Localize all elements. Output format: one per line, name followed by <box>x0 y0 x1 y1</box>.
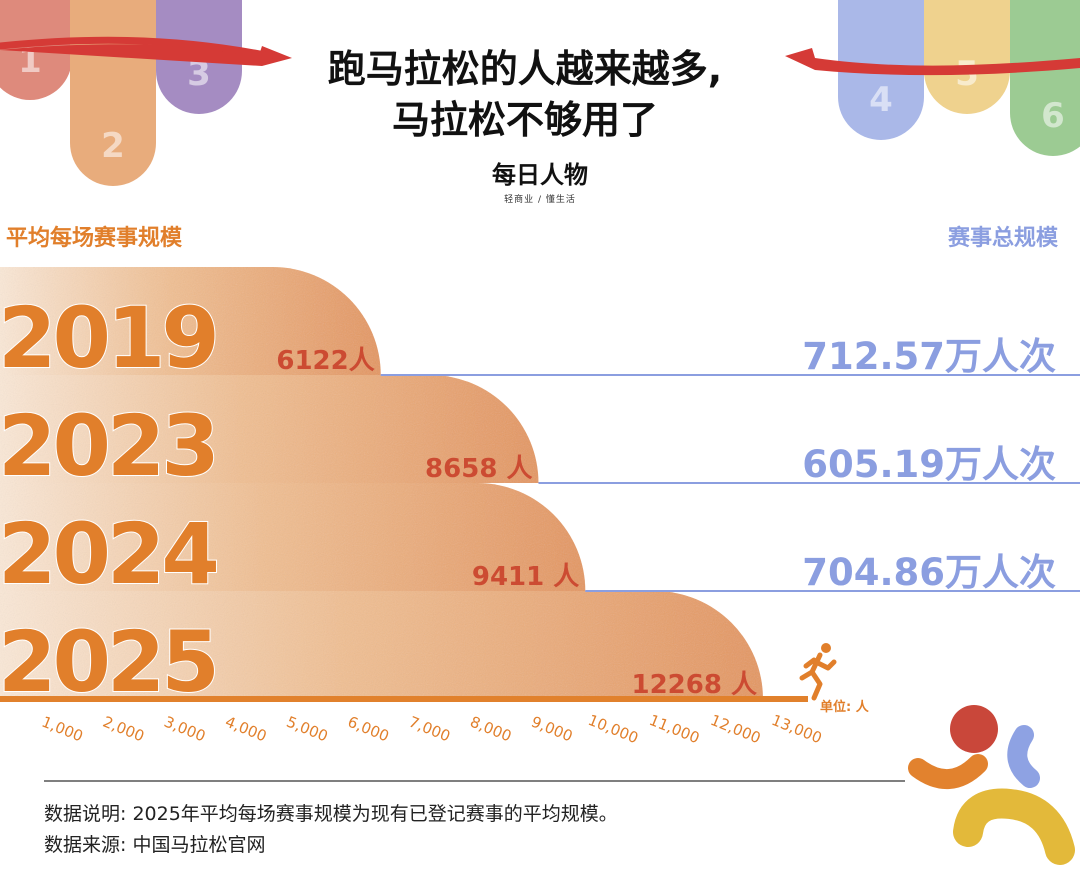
runner-icon <box>799 643 837 701</box>
total-value-label: 712.57万人次 <box>802 335 1056 378</box>
bar-shape <box>0 375 539 483</box>
x-tick-label: 13,000 <box>769 711 824 747</box>
x-tick-label: 12,000 <box>708 711 763 747</box>
year-label: 2023 <box>0 397 216 495</box>
bar-shape <box>0 267 381 375</box>
x-tick-label: 4,000 <box>223 713 270 746</box>
x-tick-label: 3,000 <box>161 713 208 746</box>
x-tick-label: 9,000 <box>529 713 576 746</box>
decor-tabs-left: 123 <box>0 0 242 186</box>
year-label: 2025 <box>0 613 216 711</box>
brand-tagline: 轻商业 / 懂生活 <box>504 193 576 205</box>
bar-shape <box>0 483 586 591</box>
x-tick-label: 10,000 <box>585 711 640 747</box>
decor-tab-number: 2 <box>101 126 125 166</box>
x-axis-ticks: 1,000 2,000 3,000 4,000 5,000 6,000 7,000 8,000… <box>39 711 824 747</box>
abstract-person-logo-icon <box>908 705 1075 865</box>
unit-label: 单位: 人 <box>820 699 870 715</box>
bar-2019: 2019 6122人 <box>0 267 381 388</box>
bars-group: 2019 6122人 2023 8658 人 2024 9411 人 2025 12268 人 <box>0 267 808 712</box>
decor-tab-number: 6 <box>1041 96 1065 136</box>
bar-value-label: 12268 人 <box>631 670 757 700</box>
bar-2023: 2023 8658 人 <box>0 375 539 496</box>
decor-tab-number: 3 <box>187 54 211 94</box>
x-tick-label: 1,000 <box>39 713 86 746</box>
bar-value-label: 8658 人 <box>425 454 532 484</box>
x-tick-label: 7,000 <box>406 713 453 746</box>
title-line-1: 跑马拉松的人越来越多, <box>328 47 722 91</box>
year-label: 2024 <box>0 505 216 603</box>
total-value-label: 704.86万人次 <box>802 551 1056 594</box>
footer-note: 数据说明: 2025年平均每场赛事规模为现有已登记赛事的平均规模。 <box>44 803 618 825</box>
title-line-2: 马拉松不够用了 <box>392 98 658 142</box>
footer-source: 数据来源: 中国马拉松官网 <box>44 834 265 856</box>
total-2023: 605.19万人次 <box>538 443 1080 486</box>
totals-group: 712.57万人次 605.19万人次 704.86万人次 <box>380 335 1080 594</box>
decor-tabs-right: 456 <box>838 0 1080 156</box>
brand-logo: 每日人物 <box>492 161 588 189</box>
x-tick-label: 2,000 <box>100 713 147 746</box>
bar-value-label: 6122人 <box>276 346 374 376</box>
title-ribbon <box>0 36 1080 76</box>
total-value-label: 605.19万人次 <box>802 443 1056 486</box>
bar-2024: 2024 9411 人 <box>0 483 586 604</box>
decor-tab-6: 6 <box>1010 0 1080 156</box>
total-2024: 704.86万人次 <box>585 551 1080 594</box>
decor-tab-number: 4 <box>869 80 893 120</box>
decor-tab-2: 2 <box>70 0 156 186</box>
year-label: 2019 <box>0 289 216 387</box>
bar-value-label: 9411 人 <box>472 562 579 592</box>
x-tick-label: 11,000 <box>647 711 702 747</box>
bar-shape <box>0 591 763 699</box>
bar-2025: 2025 12268 人 <box>0 591 763 712</box>
decor-tab-5: 5 <box>924 0 1010 114</box>
left-heading: 平均每场赛事规模 <box>6 225 183 251</box>
x-tick-label: 6,000 <box>345 713 392 746</box>
x-tick-label: 5,000 <box>284 713 331 746</box>
right-heading: 赛事总规模 <box>947 225 1059 251</box>
x-tick-label: 8,000 <box>467 713 514 746</box>
total-2019: 712.57万人次 <box>380 335 1080 378</box>
